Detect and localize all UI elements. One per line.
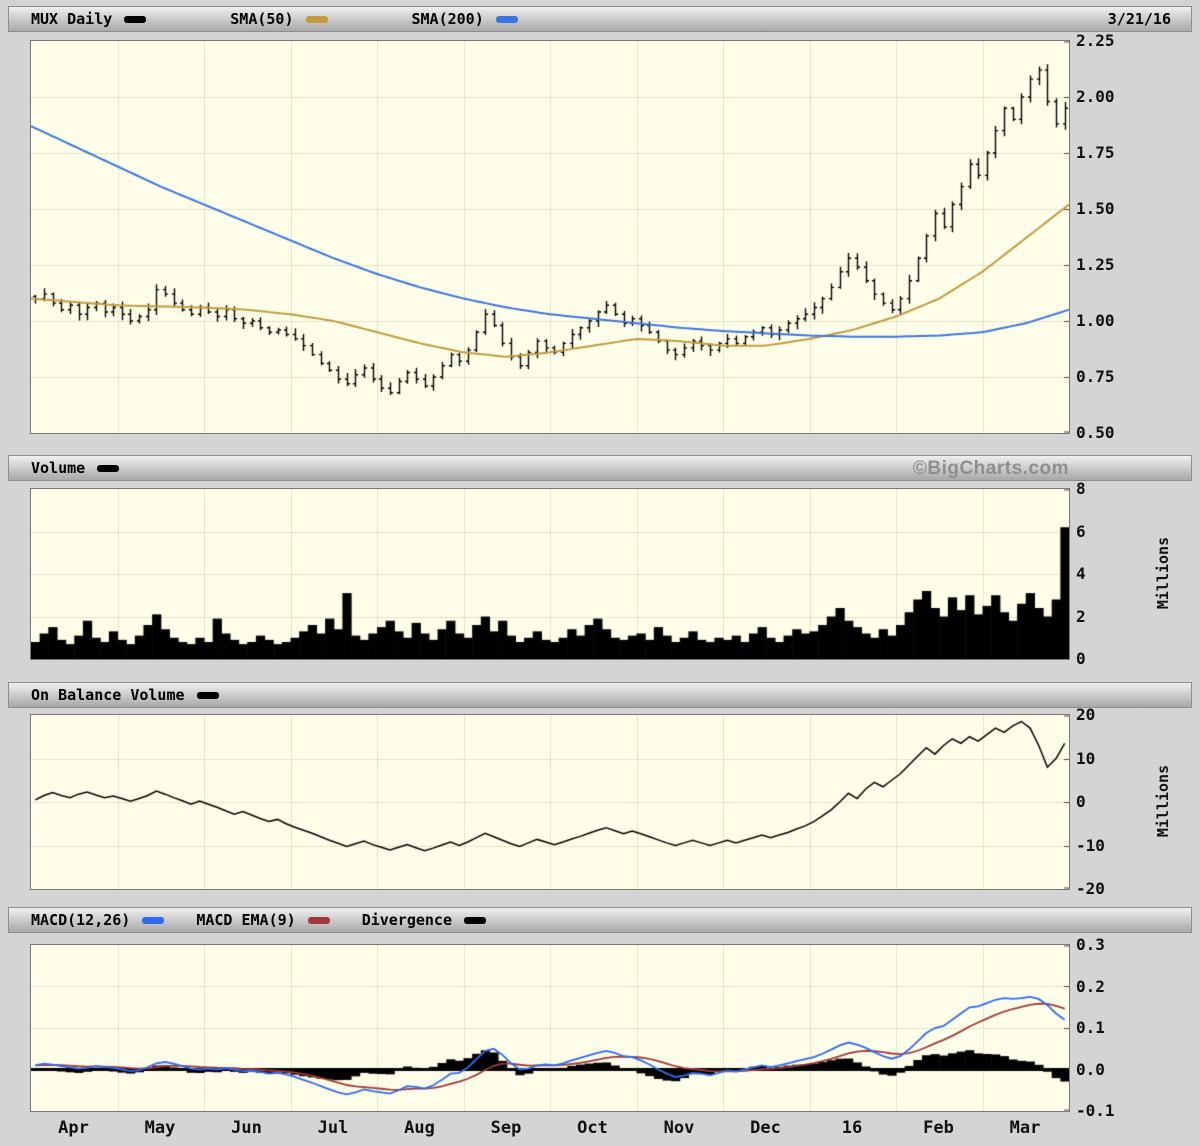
- y-axis-tick-label: 1.75: [1076, 143, 1115, 162]
- x-axis-label-mar: Mar: [1009, 1118, 1041, 1138]
- y-axis-tick-label: 1.50: [1076, 199, 1115, 218]
- sma200-line-swatch-icon: [495, 15, 518, 23]
- price-plot-area: [30, 40, 1070, 434]
- obv-label: On Balance Volume: [31, 686, 185, 704]
- volume-label: Volume: [31, 459, 86, 477]
- macd-ema-legend: MACD EMA(9): [196, 911, 330, 929]
- x-axis-label-sep: Sep: [490, 1118, 522, 1138]
- macd-legend: MACD(12,26): [31, 911, 165, 929]
- y-axis-tick-label: 1.25: [1076, 255, 1115, 274]
- y-axis-tick-label: 10: [1076, 748, 1096, 768]
- divergence-label: Divergence: [361, 911, 452, 929]
- volume-panel-header: Volume ©BigCharts.com: [8, 455, 1192, 481]
- y-axis-tick-label: 0: [1076, 792, 1086, 811]
- x-axis-label-oct: Oct: [577, 1118, 608, 1138]
- volume-plot-area: [30, 488, 1070, 660]
- y-axis-tick-label: 0.1: [1076, 1018, 1105, 1037]
- price-panel-header: MUX Daily SMA(50) SMA(200) 3/21/16: [8, 6, 1192, 32]
- sma50-legend: SMA(50): [230, 10, 328, 28]
- y-axis-tick-label: 0.50: [1076, 423, 1115, 442]
- sma200-label: SMA(200): [411, 10, 484, 28]
- macd-ema-line-swatch-icon: [307, 916, 330, 924]
- bigcharts-watermark: ©BigCharts.com: [912, 458, 1069, 479]
- sma200-legend: SMA(200): [412, 10, 518, 28]
- volume-chart-canvas: [31, 489, 1069, 659]
- macd-panel-header: MACD(12,26) MACD EMA(9) Divergence: [8, 907, 1192, 933]
- y-axis-tick-label: 0.3: [1076, 935, 1105, 954]
- macd-ema-label: MACD EMA(9): [196, 911, 296, 929]
- volume-swatch-icon: [97, 464, 120, 472]
- sma50-line-swatch-icon: [305, 15, 328, 23]
- price-chart-canvas: [31, 41, 1069, 433]
- y-axis-tick-label: -20: [1076, 879, 1105, 898]
- y-axis-tick-label: 0.75: [1076, 367, 1115, 386]
- x-axis-label-feb: Feb: [923, 1118, 954, 1138]
- y-axis-tick-label: 1.00: [1076, 311, 1115, 330]
- macd-line-swatch-icon: [142, 916, 165, 924]
- x-axis-label-dec: Dec: [750, 1118, 781, 1138]
- y-axis-tick-label: 6: [1076, 521, 1086, 541]
- obv-plot-area: [30, 714, 1070, 890]
- obv-panel-header: On Balance Volume: [8, 682, 1192, 708]
- y-axis-tick-label: 2: [1076, 606, 1086, 626]
- x-axis-label-16: 16: [841, 1118, 863, 1138]
- y-axis-tick-label: 0.2: [1076, 976, 1105, 996]
- y-axis-tick-label: 20: [1076, 705, 1096, 724]
- divergence-legend: Divergence: [362, 911, 486, 929]
- x-axis-label-jul: Jul: [317, 1118, 349, 1138]
- symbol-title: MUX Daily: [31, 10, 113, 28]
- obv-axis-unit-label: Millions: [1154, 764, 1172, 838]
- price-legend: MUX Daily: [31, 10, 147, 28]
- y-axis-tick-label: 2.00: [1076, 87, 1115, 106]
- y-axis-tick-label: 0.0: [1076, 1059, 1105, 1079]
- price-line-swatch-icon: [124, 15, 147, 23]
- macd-plot-area: [30, 944, 1070, 1112]
- x-axis-label-nov: Nov: [663, 1118, 695, 1138]
- macd-chart-canvas: [31, 945, 1069, 1111]
- y-axis-tick-label: 0: [1076, 649, 1086, 668]
- y-axis-tick-label: 4: [1076, 564, 1086, 583]
- y-axis-tick-label: 2.25: [1076, 31, 1115, 50]
- divergence-swatch-icon: [464, 916, 486, 924]
- y-axis-tick-label: -0.1: [1076, 1101, 1115, 1120]
- x-axis-label-may: May: [144, 1118, 176, 1138]
- x-axis-label-jun: Jun: [231, 1118, 262, 1138]
- x-axis-label-apr: Apr: [58, 1118, 89, 1138]
- obv-legend: On Balance Volume: [31, 686, 219, 704]
- y-axis-tick-label: -10: [1076, 835, 1105, 855]
- sma50-label: SMA(50): [230, 10, 294, 28]
- chart-date: 3/21/16: [1107, 10, 1171, 28]
- x-axis-label-aug: Aug: [404, 1118, 435, 1138]
- obv-swatch-icon: [196, 691, 219, 699]
- macd-label: MACD(12,26): [31, 911, 131, 929]
- volume-legend: Volume: [31, 459, 120, 477]
- obv-chart-canvas: [31, 715, 1069, 889]
- volume-axis-unit-label: Millions: [1154, 536, 1172, 610]
- y-axis-tick-label: 8: [1076, 479, 1086, 498]
